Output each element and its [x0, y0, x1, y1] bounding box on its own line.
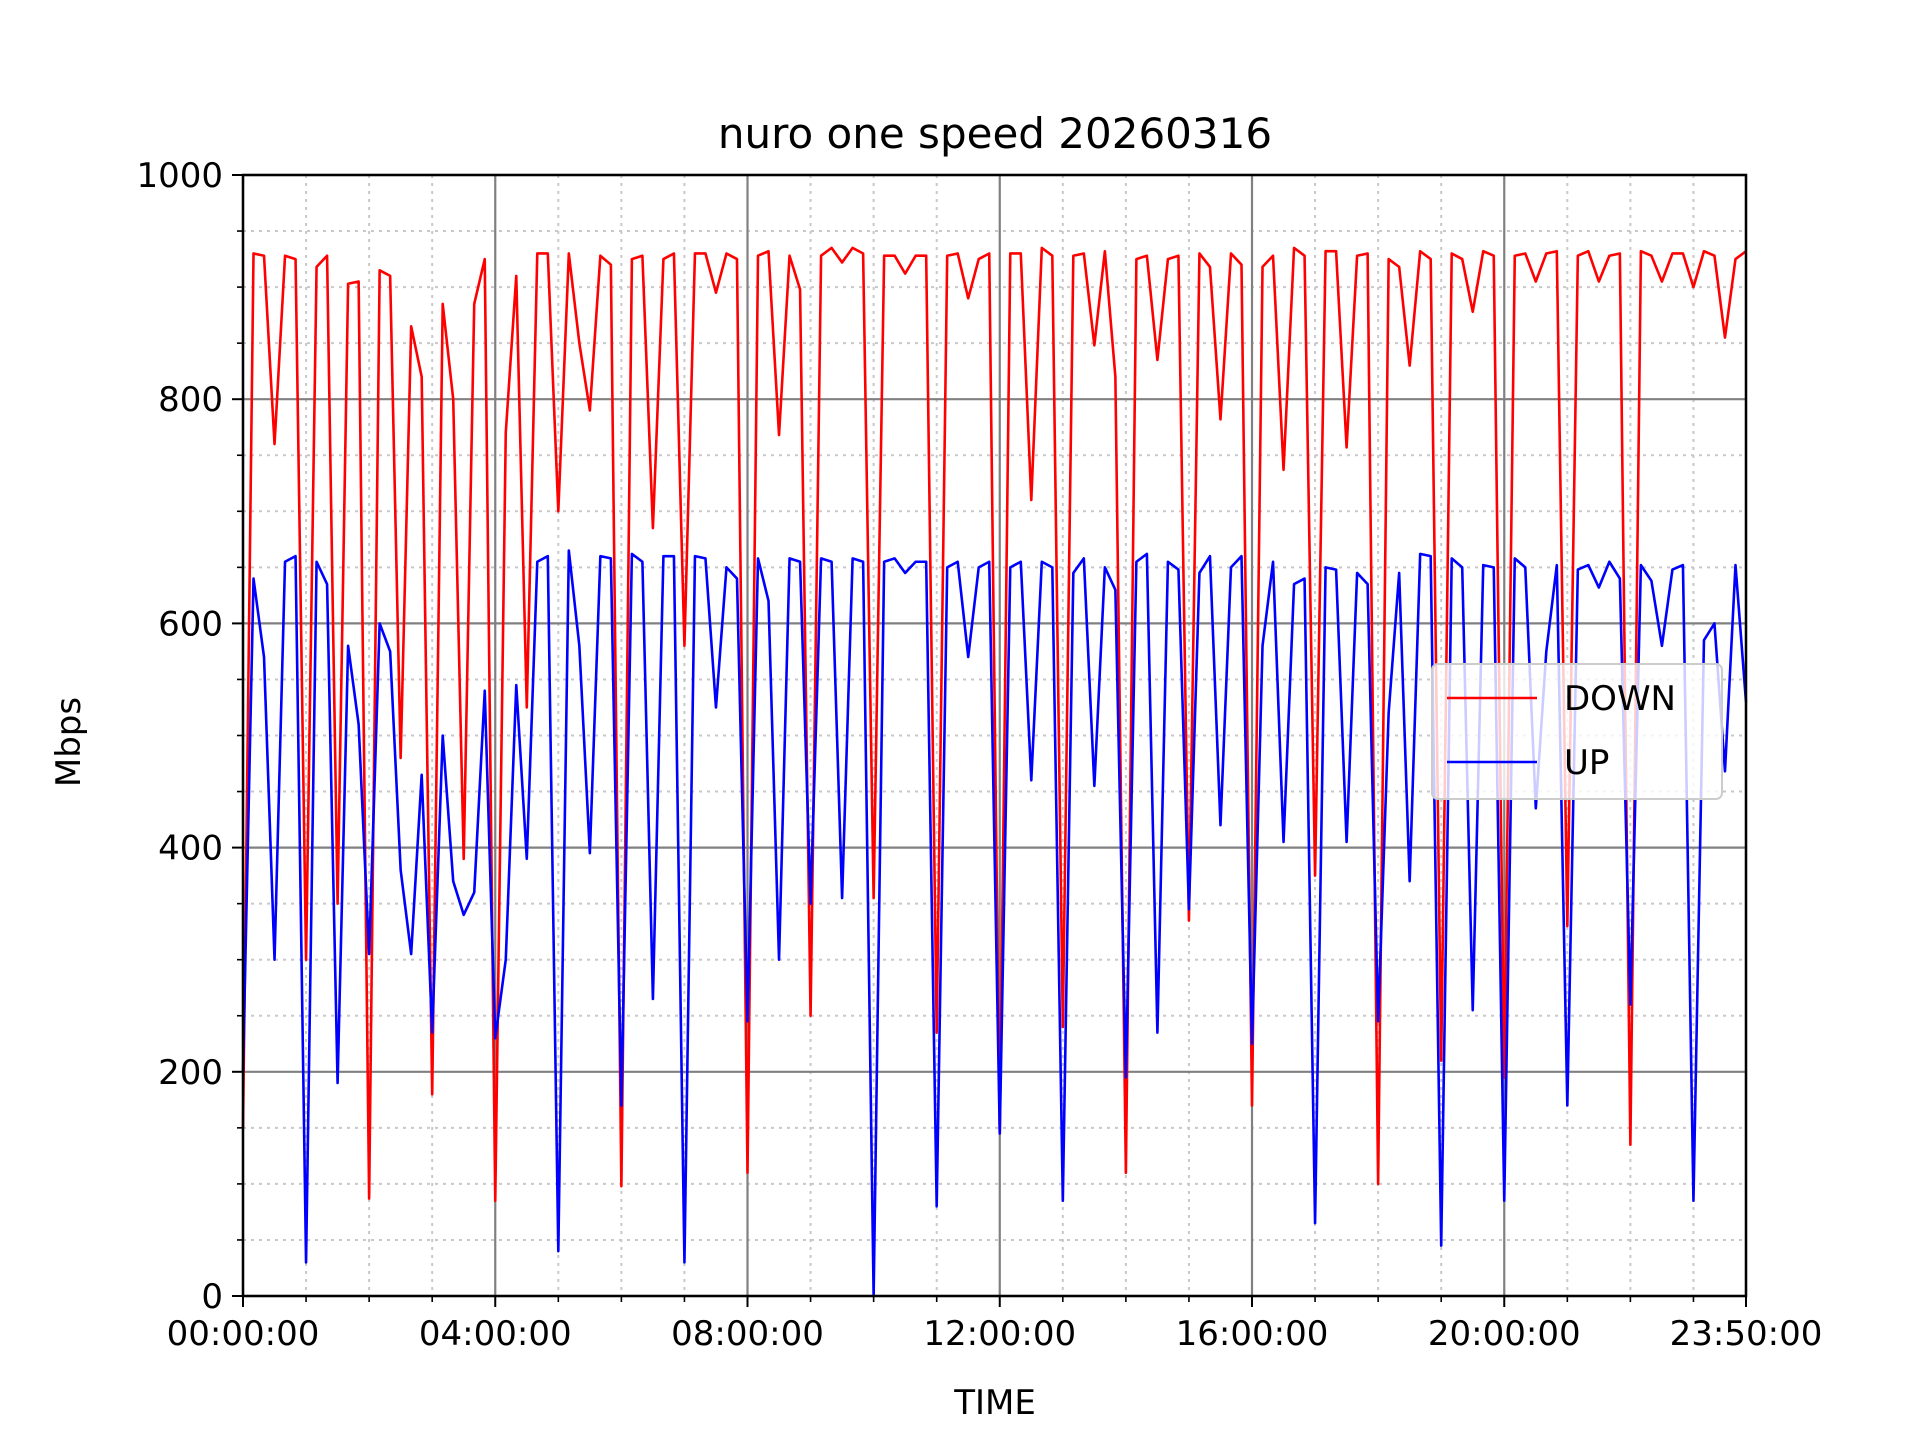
x-tick-label: 08:00:00: [671, 1314, 824, 1354]
y-tick-label: 600: [158, 604, 223, 644]
y-tick-label: 800: [158, 380, 223, 420]
grid: [241, 173, 1748, 1298]
legend-label-down: DOWN: [1564, 679, 1676, 719]
x-tick-label: 23:50:00: [1670, 1314, 1823, 1354]
y-tick-label: 400: [158, 829, 223, 869]
y-tick-label: 200: [158, 1053, 223, 1093]
y-tick-label: 0: [201, 1277, 223, 1317]
x-tick-label: 20:00:00: [1428, 1314, 1581, 1354]
y-axis-label: Mbps: [49, 697, 89, 787]
chart-title: nuro one speed 20260316: [718, 109, 1272, 158]
x-tick-label: 16:00:00: [1176, 1314, 1329, 1354]
x-tick-label: 00:00:00: [167, 1314, 320, 1354]
legend: DOWN UP: [1431, 663, 1723, 800]
x-axis-label: TIME: [953, 1383, 1036, 1423]
series-line-down: [241, 246, 1747, 1203]
x-tick-label: 04:00:00: [419, 1314, 572, 1354]
y-tick-label: 1000: [136, 156, 223, 196]
x-tick-label: 12:00:00: [923, 1314, 1076, 1354]
legend-label-up: UP: [1564, 743, 1609, 783]
axis-ticks: 0 200 400 600 800 1000 00:00:00 04:00:00 08:00:0…: [136, 156, 1822, 1354]
